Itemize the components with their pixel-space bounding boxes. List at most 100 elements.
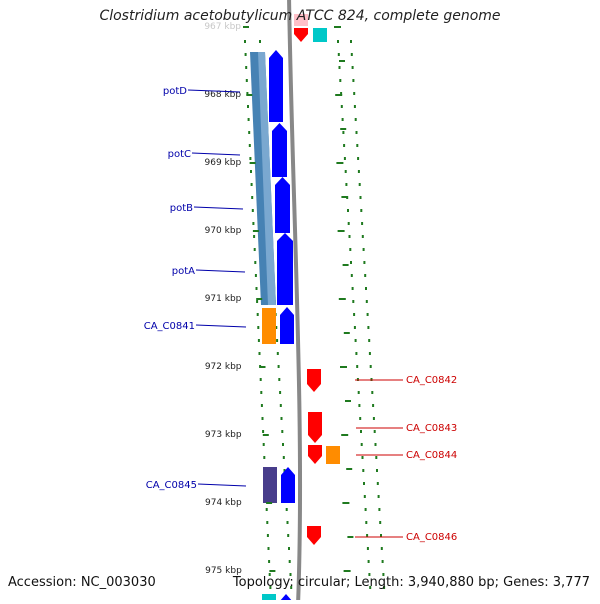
ruler-label: 969 kbp: [205, 158, 242, 168]
ruler-tick: [259, 366, 266, 368]
ruler-tick: [337, 230, 345, 232]
gene-arrow-potC: [272, 123, 287, 177]
label-leader: [191, 152, 241, 156]
track-dot: [368, 573, 371, 576]
track-dot: [377, 495, 380, 498]
ruler-label: 974 kbp: [205, 498, 242, 508]
track-dot: [357, 170, 360, 173]
gene-label-CA_C0843: CA_C0843: [406, 423, 457, 434]
track-dot: [244, 40, 246, 43]
track-dot: [352, 79, 355, 82]
ruler-tick: [252, 230, 259, 232]
track-dot: [337, 53, 340, 56]
gene-arrow-potB: [275, 177, 290, 233]
track-dot: [380, 534, 382, 537]
ruler-label: 968 kbp: [204, 90, 241, 100]
ruler-tick: [341, 434, 349, 436]
track-dot: [351, 66, 354, 69]
track-dot: [366, 534, 369, 537]
track-dot: [350, 40, 352, 43]
ruler-tick: [335, 94, 343, 96]
ruler-tick: [336, 162, 344, 164]
track-dot: [359, 196, 362, 199]
track-dot: [345, 183, 348, 186]
track-dot: [267, 547, 270, 550]
track-dot: [256, 313, 259, 316]
track-dot: [281, 430, 284, 433]
track-dot: [353, 313, 356, 316]
feature-top-faded: [294, 14, 308, 26]
accession-text: Accession: NC_003030: [8, 575, 156, 590]
track-dot: [349, 248, 352, 251]
track-dot: [356, 144, 359, 147]
feature-CA_C0841: [262, 308, 276, 344]
track-dot: [262, 443, 265, 446]
track-dot: [350, 274, 353, 277]
track-dot: [268, 573, 271, 576]
track-dot: [290, 586, 293, 589]
track-dot: [363, 495, 366, 498]
track-dot: [276, 352, 279, 355]
track-dot: [380, 547, 383, 550]
track-dot: [374, 443, 377, 446]
ruler-tick: [343, 332, 350, 334]
track-dot: [250, 183, 253, 186]
track-dot: [279, 404, 282, 407]
track-dot: [376, 482, 379, 485]
ruler-tick: [266, 502, 273, 504]
label-leader: [193, 206, 244, 210]
track-dot: [259, 378, 262, 381]
track-dot: [265, 508, 268, 511]
ruler-label: 967 kbp: [204, 22, 241, 32]
track-dot: [275, 326, 278, 329]
track-dot: [252, 222, 255, 225]
track-dot: [358, 404, 361, 407]
track-dot: [355, 131, 358, 134]
ruler-label: 972 kbp: [205, 362, 242, 372]
track-dot: [379, 521, 382, 524]
track-dot: [251, 196, 254, 199]
track-dot: [266, 521, 269, 524]
ruler-tick: [256, 298, 263, 300]
gene-label-CA_C0845: CA_C0845: [146, 480, 197, 491]
genome-backbone: [287, 0, 303, 604]
track-dot: [355, 352, 358, 355]
ruler-label: 973 kbp: [205, 430, 242, 440]
track-dot: [366, 547, 369, 550]
gene-label-CA_C0846: CA_C0846: [406, 532, 457, 543]
track-dot: [268, 560, 271, 563]
track-dot: [289, 573, 292, 576]
ruler-tick: [346, 468, 353, 470]
track-dot: [248, 144, 251, 147]
feature-top-cyan: [313, 28, 327, 42]
label-leader: [187, 89, 241, 93]
track-dot: [254, 274, 257, 277]
track-dot: [286, 521, 289, 524]
gene-arrow-CA_C0842: [307, 369, 321, 392]
track-dot: [381, 560, 384, 563]
track-dot: [362, 469, 365, 472]
ruler-tick: [343, 570, 351, 572]
ruler-tick: [342, 264, 349, 266]
track-dot: [364, 274, 367, 277]
track-dot: [365, 300, 368, 303]
gene-label-potA: potA: [172, 266, 195, 277]
operon-bar-highlight: [258, 52, 276, 305]
track-dot: [259, 40, 261, 43]
track-dot: [263, 456, 266, 459]
track-dot: [279, 391, 282, 394]
track-dot: [360, 443, 363, 446]
track-dot: [244, 53, 247, 56]
track-dot: [277, 365, 280, 368]
track-dot: [353, 92, 356, 95]
feature-track: [250, 14, 340, 602]
ruler-tick: [262, 434, 269, 436]
track-dot: [363, 482, 365, 485]
ruler-label: 971 kbp: [205, 294, 242, 304]
track-dot: [366, 313, 369, 316]
track-dot: [378, 508, 381, 511]
track-dot: [261, 417, 264, 420]
track-dot: [356, 365, 359, 368]
gene-arrow-CA_C0843: [308, 412, 322, 443]
track-dot: [352, 300, 355, 303]
